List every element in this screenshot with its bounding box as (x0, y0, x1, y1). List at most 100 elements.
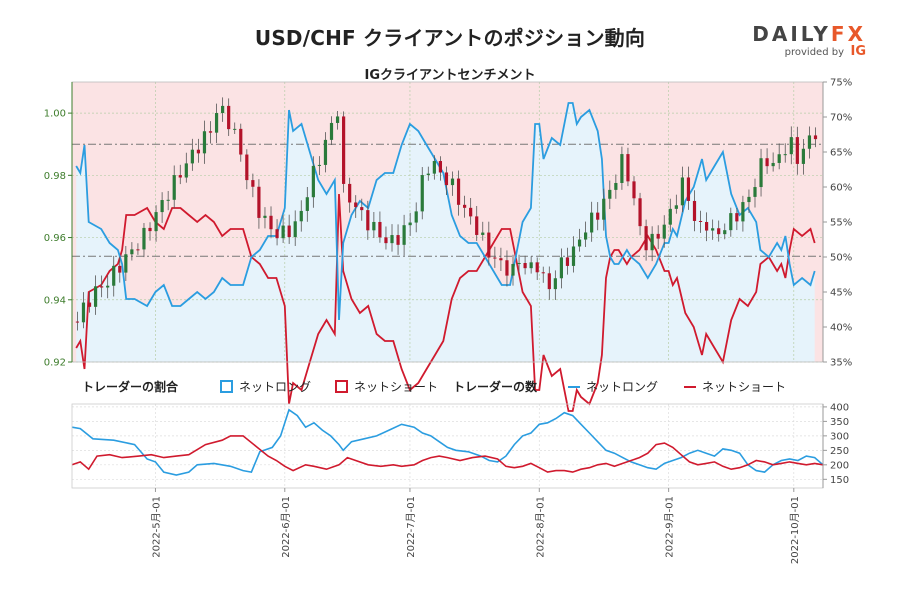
candle-body (172, 175, 176, 200)
candle-body (124, 254, 128, 273)
series-net-long-pct (75, 102, 816, 321)
candle-body (87, 302, 92, 307)
sentiment-tick-label: 55% (830, 218, 852, 229)
candle-body (305, 197, 309, 211)
x-tick-label: 2022-8月-01 (534, 496, 546, 558)
candle-body (202, 131, 207, 154)
series-net-short-pct (75, 193, 816, 412)
count-tick-label: 150 (830, 475, 849, 486)
candle-body (529, 262, 533, 269)
candle-body (674, 205, 678, 209)
sentiment-tick-label: 50% (830, 253, 852, 264)
legend-net-long-count: ネットロング (568, 378, 658, 395)
candle-body (354, 202, 358, 208)
count-tick-label: 350 (830, 417, 849, 428)
candle-body (227, 105, 231, 130)
legend-net-long-ratio: ネットロング (220, 378, 311, 395)
candle-body (366, 210, 370, 231)
candle-body (565, 257, 570, 266)
count-tick-label: 300 (830, 431, 849, 442)
candle-body (759, 158, 763, 188)
candle-body (499, 258, 503, 261)
candle-body (662, 224, 666, 239)
candle-body (789, 137, 793, 155)
candle-body (438, 161, 443, 173)
candle-body (801, 148, 805, 164)
candle-body (178, 175, 182, 178)
candle-body (463, 204, 467, 208)
long-line-icon (568, 385, 580, 388)
series-net-long-count (71, 408, 824, 476)
candle-body (541, 272, 545, 274)
candle-body (233, 128, 237, 130)
candle-body (112, 265, 116, 286)
candle-body (626, 154, 630, 182)
dailyfx-logo: DAILYFX provided by IG (752, 22, 866, 62)
candle-body (342, 116, 346, 184)
candle-body (771, 162, 775, 167)
candle-body (221, 105, 225, 114)
candle-body (281, 225, 285, 239)
count-tick-label: 400 (830, 402, 849, 413)
short-swatch-icon (335, 380, 348, 393)
candle-body (517, 262, 521, 264)
candle-body (251, 180, 255, 187)
x-tick-label: 2022-6月-01 (280, 496, 292, 558)
candle-body (493, 257, 497, 259)
chart-subtitle: IGクライアントセンチメント (364, 68, 536, 83)
candle-body (414, 211, 418, 223)
x-tick-label: 2022-10月-01 (789, 496, 801, 564)
short-line-icon (684, 385, 696, 388)
candle-body (741, 202, 745, 222)
candle-body (360, 207, 364, 211)
candle-body (130, 249, 134, 255)
candle-body (323, 139, 328, 165)
candle-body (420, 175, 424, 212)
candle-body (571, 246, 576, 266)
candle-body (559, 257, 564, 279)
count-tick-label: 250 (830, 446, 849, 457)
candle-body (118, 265, 122, 273)
candle-body (735, 213, 739, 222)
price-tick-label: 0.98 (44, 171, 66, 182)
candle-body (632, 181, 636, 199)
price-tick-label: 1.00 (44, 109, 66, 120)
candle-body (481, 232, 485, 235)
long-swatch-icon (220, 380, 233, 393)
candle-body (269, 215, 273, 230)
candle-body (426, 173, 430, 176)
candle-body (142, 227, 146, 250)
x-tick-label: 2022-9月-01 (664, 496, 676, 558)
candle-body (402, 225, 406, 245)
candle-body (535, 262, 539, 273)
candle-body (668, 208, 672, 225)
candle-body (148, 227, 152, 232)
candle-body (245, 154, 249, 181)
candle-body (553, 278, 557, 290)
sentiment-tick-label: 35% (830, 358, 852, 369)
candle-body (698, 220, 703, 222)
candle-body (704, 221, 709, 231)
candle-body (717, 228, 721, 235)
candle-body (154, 212, 158, 232)
candle-body (813, 135, 818, 140)
candle-body (372, 221, 376, 231)
long-area-fill (76, 103, 815, 362)
candle-body (584, 232, 588, 240)
candle-body (692, 200, 697, 221)
candle-body (93, 286, 98, 307)
count-tick-label: 200 (830, 460, 849, 471)
candle-body (596, 212, 600, 220)
candle-body (511, 263, 515, 276)
candle-body (620, 154, 624, 183)
brand-wordmark: DAILYFX (752, 22, 866, 46)
candle-body (456, 178, 461, 205)
candle-body (650, 233, 654, 251)
candle-body (184, 163, 188, 178)
candle-body (263, 215, 267, 218)
candle-body (106, 285, 110, 288)
x-tick-label: 2022-7月-01 (405, 496, 417, 558)
candle-body (807, 135, 812, 149)
legend-count-title: トレーダーの数 (453, 380, 538, 394)
